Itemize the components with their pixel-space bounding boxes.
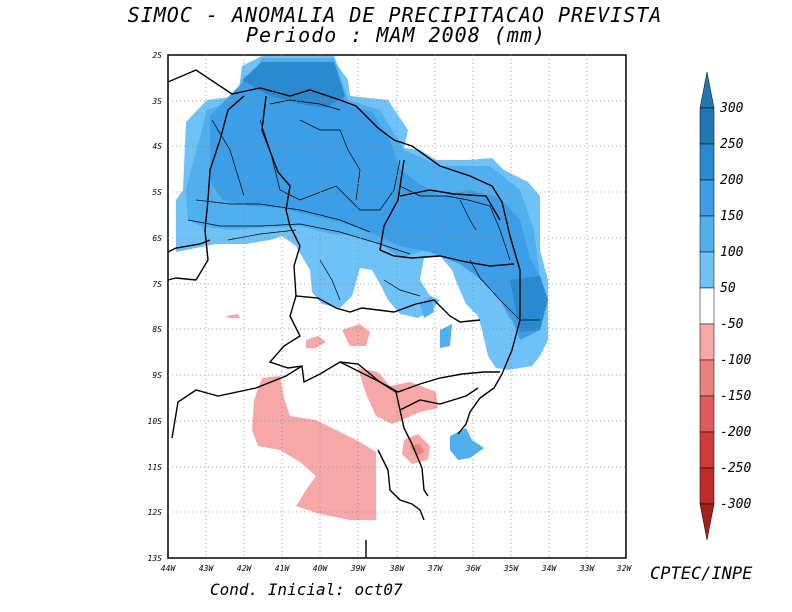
latitude-axis: 2S 3S 4S 5S 6S 7S 8S 9S 10S 11S 12S 13S [148, 51, 163, 563]
legend-label: -50 [720, 317, 744, 332]
lat-tick: 11S [148, 463, 163, 472]
legend-swatch [699, 431, 715, 469]
lat-tick: 8S [152, 325, 162, 334]
negative-anomaly-region [226, 314, 438, 520]
legend-label: 200 [720, 173, 744, 188]
state-borders [167, 69, 521, 558]
lon-tick: 44W [161, 564, 177, 573]
legend-label: -150 [720, 389, 751, 404]
lat-tick: 5S [152, 188, 162, 197]
credit-label: CPTEC/INPE [650, 564, 753, 584]
lon-tick: 38W [389, 564, 406, 573]
lon-tick: 40W [313, 564, 329, 573]
grid-lines [168, 55, 626, 558]
map-subtitle: Periodo : MAM 2008 (mm) [246, 23, 546, 47]
initial-condition-label: Cond. Inicial: oct07 [210, 580, 403, 599]
legend-label: 250 [720, 137, 744, 152]
map-title: SIMOC - ANOMALIA DE PRECIPITACAO PREVIST… [127, 3, 663, 27]
lon-tick: 33W [579, 564, 596, 573]
lat-tick: 9S [152, 371, 162, 380]
lon-tick: 32W [616, 564, 633, 573]
legend-swatch [699, 215, 715, 253]
legend-label: -300 [720, 497, 751, 512]
legend-label: 100 [720, 245, 744, 260]
legend-swatch [699, 179, 715, 217]
legend-label: -100 [720, 353, 751, 368]
contour-lines [187, 99, 540, 321]
legend-swatch [699, 395, 715, 433]
positive-anomaly-region [176, 56, 548, 460]
lon-tick: 39W [350, 564, 367, 573]
legend-label: 150 [720, 209, 744, 224]
legend-label: -200 [720, 425, 751, 440]
legend-swatch [699, 251, 715, 289]
legend-label: 50 [720, 281, 736, 296]
lat-tick: 12S [148, 508, 163, 517]
legend-swatch [699, 287, 715, 325]
legend-swatch [699, 107, 715, 145]
lat-tick: 13S [148, 554, 163, 563]
legend-swatch [699, 143, 715, 181]
legend-bottom-arrow [699, 503, 715, 541]
lon-tick: 42W [237, 564, 253, 573]
lon-tick: 35W [503, 564, 520, 573]
lat-tick: 4S [152, 142, 162, 151]
lon-tick: 43W [199, 564, 215, 573]
lat-tick: 10S [148, 417, 163, 426]
lon-tick: 34W [541, 564, 558, 573]
lat-tick: 7S [152, 280, 162, 289]
legend-label: -250 [720, 461, 751, 476]
legend-top-arrow [699, 71, 715, 109]
lat-tick: 3S [151, 97, 162, 106]
lat-tick: 6S [152, 234, 162, 243]
longitude-axis: 44W 43W 42W 41W 40W 39W 38W 37W 36W 35W … [161, 564, 633, 573]
legend-swatch [699, 467, 715, 505]
color-bar-legend: 300 250 200 150 100 50 -50 -100 -150 -20… [699, 71, 751, 541]
legend-swatch [699, 323, 715, 361]
legend-swatch [699, 359, 715, 397]
lon-tick: 41W [275, 564, 291, 573]
lat-tick: 2S [152, 51, 162, 60]
lon-tick: 36W [465, 564, 482, 573]
legend-label: 300 [719, 101, 744, 116]
lon-tick: 37W [427, 564, 444, 573]
